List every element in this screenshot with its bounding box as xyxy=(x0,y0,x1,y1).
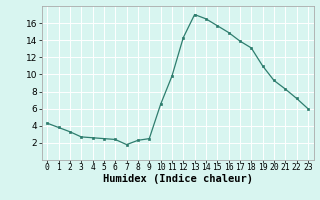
X-axis label: Humidex (Indice chaleur): Humidex (Indice chaleur) xyxy=(103,174,252,184)
